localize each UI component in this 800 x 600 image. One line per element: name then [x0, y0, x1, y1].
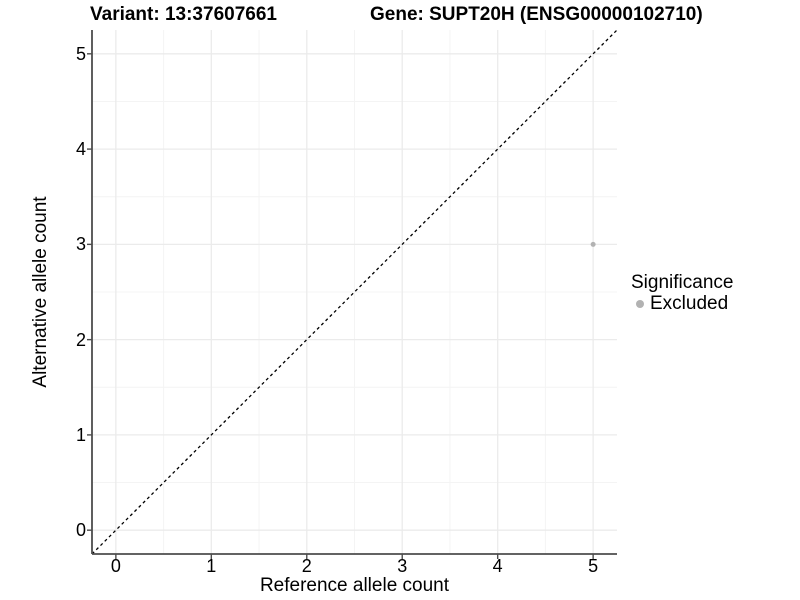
x-tick-label: 4	[492, 556, 503, 576]
plot-panel	[87, 30, 618, 559]
variant-title: Variant: 13:37607661	[90, 4, 277, 25]
y-tick-label: 2	[75, 329, 86, 350]
y-tick-label: 5	[75, 43, 86, 64]
x-tick-label: 3	[397, 556, 408, 576]
legend-items: Excluded	[631, 294, 733, 313]
x-tick-label: 0	[110, 556, 121, 576]
data-point	[590, 241, 596, 247]
y-tick-label: 0	[75, 520, 86, 541]
legend: Significance Excluded	[631, 271, 733, 313]
x-axis-title: Reference allele count	[259, 575, 450, 596]
y-tick-label: 1	[75, 424, 86, 445]
y-tick-label: 3	[75, 234, 86, 255]
x-tick-label: 1	[206, 556, 217, 576]
legend-title: Significance	[631, 272, 734, 293]
legend-item: Excluded	[631, 294, 733, 313]
gene-title: Gene: SUPT20H (ENSG00000102710)	[370, 4, 703, 25]
identity-reference-line	[91, 30, 618, 555]
legend-key-dot-icon	[636, 299, 644, 308]
x-tick-label: 5	[588, 556, 599, 576]
y-axis-title: Alternative allele count	[30, 196, 51, 388]
x-tick-label: 2	[301, 556, 312, 576]
legend-item-label: Excluded	[650, 293, 729, 314]
y-tick-label: 4	[75, 139, 86, 160]
